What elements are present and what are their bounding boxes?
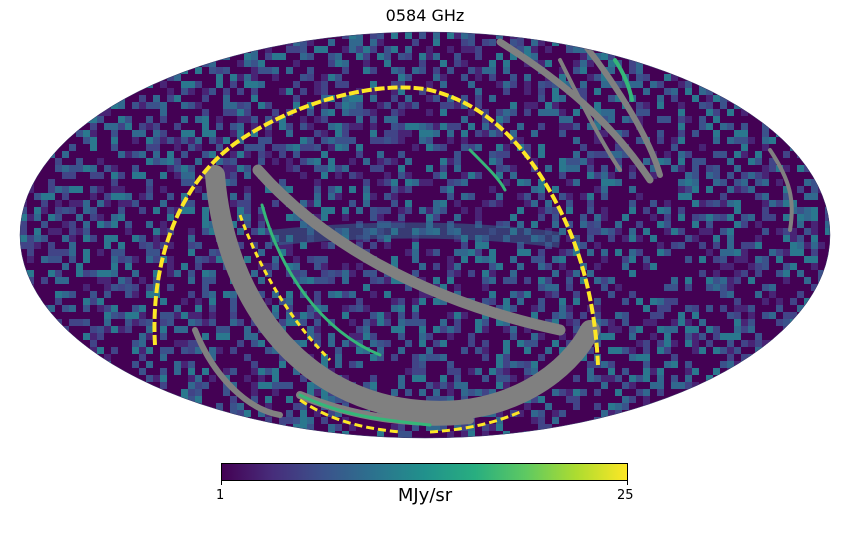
masked-band-main (205, 165, 600, 421)
colorbar-min-label: 1 (216, 488, 225, 503)
saturated-arc-inner (238, 214, 332, 362)
colorbar (221, 463, 628, 481)
map-outline (19, 31, 831, 439)
colorbar-tick-max (627, 481, 628, 485)
masked-band-top-right-2 (582, 42, 663, 178)
colorbar-max-label: 25 (617, 488, 634, 503)
galactic-plane-band (269, 222, 562, 248)
masked-band-left (192, 327, 283, 418)
map-title: 0584 GHz (385, 6, 465, 25)
colorbar-tick-min (221, 481, 222, 485)
saturated-arc-bottom (299, 398, 401, 434)
masked-band-top-right-3 (558, 58, 622, 172)
bright-streaks (260, 58, 634, 427)
colorbar-unit-label: MJy/sr (397, 485, 453, 506)
masked-band-inner (252, 164, 566, 336)
saturated-ring (152, 85, 600, 366)
masked-band-right (768, 148, 794, 232)
